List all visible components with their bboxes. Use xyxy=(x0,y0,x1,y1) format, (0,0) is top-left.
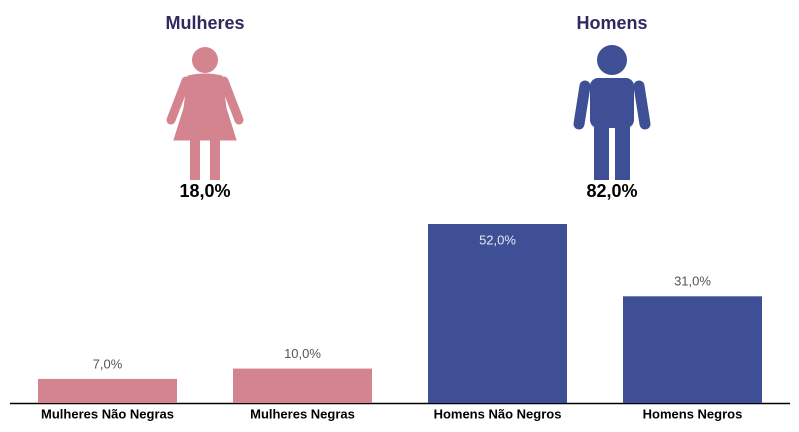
bar xyxy=(38,378,177,403)
bar xyxy=(623,296,762,403)
value-label: 7,0% xyxy=(93,356,123,371)
x-tick-label: Mulheres Não Negras xyxy=(41,406,174,421)
male-icon xyxy=(573,45,651,180)
group-value: 18,0% xyxy=(179,181,230,201)
x-tick-label: Homens Negros xyxy=(643,406,743,421)
female-icon xyxy=(166,47,244,180)
x-tick-label: Mulheres Negras xyxy=(250,406,355,421)
bar xyxy=(428,224,567,403)
group-title: Mulheres xyxy=(165,13,244,33)
value-label: 31,0% xyxy=(674,274,711,289)
x-tick-label: Homens Não Negros xyxy=(434,406,562,421)
value-label: 52,0% xyxy=(479,232,516,247)
group-title: Homens xyxy=(576,13,647,33)
bar xyxy=(233,368,372,403)
group-value: 82,0% xyxy=(586,181,637,201)
value-label: 10,0% xyxy=(284,346,321,361)
